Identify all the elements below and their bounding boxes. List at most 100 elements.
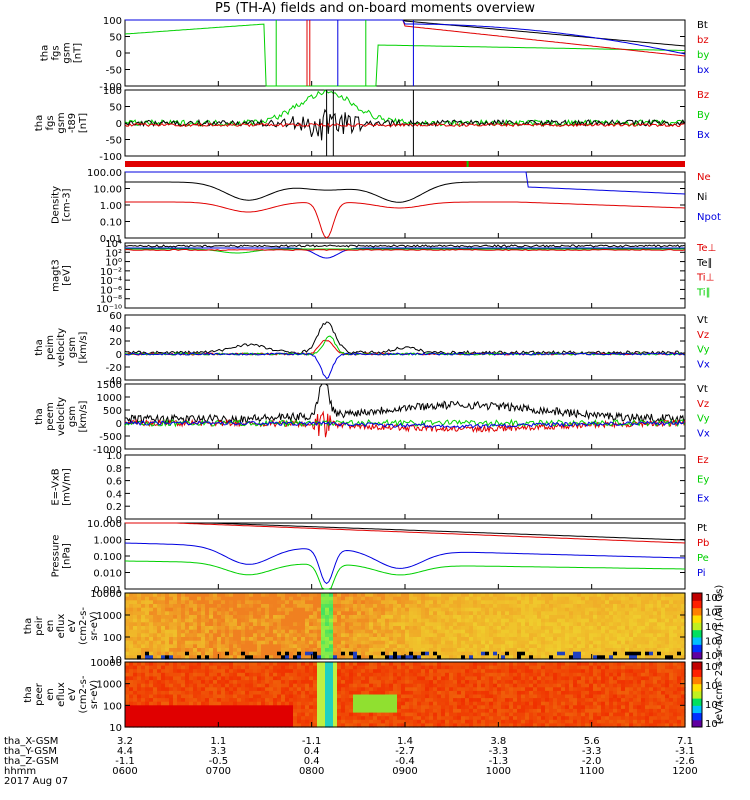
- spectrogram-cell: [373, 596, 378, 601]
- spectrogram-cell: [545, 705, 550, 710]
- spectrogram-cell: [501, 600, 506, 605]
- spectrogram-cell: [437, 708, 442, 714]
- spectrogram-cell: [537, 637, 542, 642]
- spectrogram-cell: [325, 640, 330, 645]
- spectrogram-cell: [425, 723, 430, 728]
- spectrogram-cell: [505, 723, 510, 728]
- spectrogram-cell: [377, 604, 382, 609]
- spectrogram-cell: [253, 640, 258, 645]
- spectrogram-cell: [137, 604, 142, 609]
- spectrogram-cell: [585, 648, 590, 653]
- spectrogram-cell: [257, 637, 262, 642]
- spectrogram-cell: [197, 705, 202, 710]
- spectrogram-cell: [633, 719, 638, 724]
- spectrogram-cell: [577, 651, 582, 656]
- spectrogram-cell: [565, 604, 570, 609]
- spectrogram-cell: [225, 672, 230, 677]
- spectrogram-cell: [241, 690, 246, 696]
- spectrogram-cell: [205, 712, 210, 717]
- spectrogram-cell: [617, 637, 622, 642]
- spectrogram-cell: [141, 705, 146, 710]
- spectrogram-cell: [205, 618, 210, 623]
- spectrogram-cell: [649, 626, 654, 631]
- spectrogram-cell: [437, 690, 442, 696]
- spectrogram-cell: [589, 669, 594, 674]
- spectrogram-cell: [401, 604, 406, 609]
- spectrogram-cell: [301, 596, 306, 601]
- spectrogram-cell: [317, 676, 322, 681]
- spectrogram-cell: [161, 651, 166, 656]
- spectrogram-cell: [481, 705, 486, 710]
- spectrogram-cell: [469, 600, 474, 605]
- spectrogram-cell: [521, 698, 526, 703]
- spectrogram-cell: [421, 607, 426, 612]
- spectrogram-cell: [321, 701, 326, 706]
- spectrogram-cell: [313, 637, 318, 642]
- spectrogram-cell: [397, 719, 402, 724]
- spectrogram-cell: [245, 712, 250, 717]
- spectrogram-cell: [413, 665, 418, 670]
- spectrogram-cell: [517, 644, 522, 649]
- spectrogram-cell: [309, 611, 314, 616]
- spectrogram-cell: [385, 705, 390, 710]
- spectrogram-cell: [653, 669, 658, 674]
- spectrogram-cell: [249, 708, 254, 714]
- spectrogram-cell: [501, 694, 506, 699]
- spectrogram-cell: [585, 633, 590, 638]
- spectrogram-cell: [661, 611, 666, 616]
- spectrogram-cell: [489, 694, 494, 699]
- spectrogram-cell: [461, 672, 466, 677]
- spectrogram-cell: [225, 629, 230, 634]
- spectrogram-cell: [213, 626, 218, 631]
- spectrogram-cell: [341, 712, 346, 717]
- spectrogram-cell: [289, 683, 294, 688]
- spectrogram-cell: [513, 596, 518, 601]
- spectrogram-cell: [401, 611, 406, 616]
- spectrogram-cell: [401, 618, 406, 623]
- spectrogram-cell: [161, 683, 166, 688]
- spectrogram-cell: [157, 719, 162, 724]
- spectrogram-cell: [557, 655, 562, 660]
- spectrogram-cell: [377, 648, 382, 653]
- spectrogram-cell: [593, 669, 598, 674]
- spectrogram-cell: [165, 626, 170, 631]
- spectrogram-cell: [249, 629, 254, 634]
- spectrogram-cell: [345, 651, 350, 656]
- spectrogram-cell: [609, 708, 614, 714]
- spectrogram-cell: [189, 611, 194, 616]
- spectrogram-cell: [353, 611, 358, 616]
- spectrogram-cell: [341, 683, 346, 688]
- spectrogram-cell: [521, 604, 526, 609]
- spectrogram-cell: [613, 633, 618, 638]
- spectrogram-cell: [541, 604, 546, 609]
- spectrogram-cell: [217, 615, 222, 620]
- spectrogram-cell: [441, 708, 446, 714]
- spectrogram-cell: [629, 640, 634, 645]
- spectrogram-cell: [513, 723, 518, 728]
- spectrogram-cell: [237, 716, 242, 721]
- spectrogram-cell: [229, 637, 234, 642]
- spectrogram-cell: [501, 672, 506, 677]
- spectrogram-cell: [285, 618, 290, 623]
- spectrogram-cell: [609, 593, 614, 598]
- spectrogram-cell: [137, 708, 142, 714]
- spectrogram-cell: [181, 655, 186, 660]
- spectrogram-cell: [157, 655, 162, 660]
- spectrogram-cell: [617, 622, 622, 627]
- spectrogram-cell: [669, 604, 674, 609]
- spectrogram-cell: [537, 593, 542, 598]
- spectrogram-cell: [317, 694, 322, 699]
- spectrogram-cell: [129, 600, 134, 605]
- spectrogram-cell: [217, 651, 222, 656]
- spectrogram-cell: [273, 680, 278, 685]
- spectrogram-cell: [577, 676, 582, 681]
- spectrogram-cell: [285, 694, 290, 699]
- spectrogram-cell: [229, 716, 234, 721]
- spectrogram-cell: [185, 640, 190, 645]
- spectrogram-cell: [525, 626, 530, 631]
- spectrogram-cell: [141, 629, 146, 634]
- spectrogram-cell: [225, 694, 230, 699]
- spectrogram-cell: [313, 633, 318, 638]
- spectrogram-cell: [485, 701, 490, 706]
- spectrogram-cell: [357, 607, 362, 612]
